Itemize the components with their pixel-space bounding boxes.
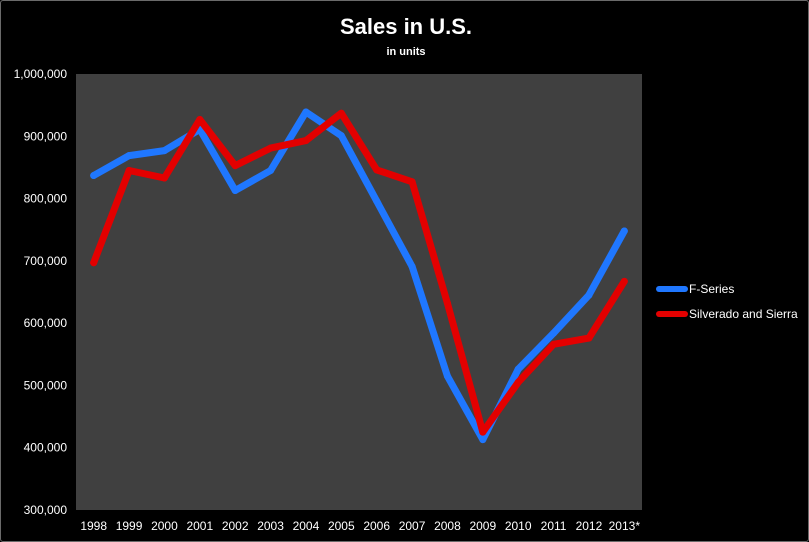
data-point-f-series <box>514 365 522 373</box>
x-tick-label: 2003 <box>257 519 284 533</box>
data-point-f-series <box>231 186 239 194</box>
data-point-silverado-and-sierra <box>514 378 522 386</box>
x-tick-label: 2011 <box>541 519 567 533</box>
data-point-f-series <box>620 227 628 235</box>
x-tick-label: 2002 <box>222 519 249 533</box>
data-point-f-series <box>125 152 133 160</box>
y-tick-label: 700,000 <box>24 254 68 268</box>
chart-subtitle: in units <box>386 46 425 58</box>
y-axis: 300,000 400,000 500,000 600,000 700,000 800,0… <box>14 67 68 517</box>
x-tick-label: 2013* <box>609 519 641 533</box>
data-point-silverado-and-sierra <box>337 109 345 117</box>
data-point-silverado-and-sierra <box>443 299 451 307</box>
x-tick-label: 2001 <box>186 519 213 533</box>
x-tick-label: 2012 <box>576 519 603 533</box>
x-tick-label: 1998 <box>80 519 107 533</box>
x-tick-label: 2006 <box>363 519 390 533</box>
y-tick-label: 800,000 <box>24 192 68 206</box>
x-tick-label: 2008 <box>434 519 461 533</box>
data-point-silverado-and-sierra <box>160 174 168 182</box>
legend-label: Silverado and Sierra <box>689 307 798 321</box>
series-layer <box>90 108 628 444</box>
legend: F-Series Silverado and Sierra <box>656 282 798 321</box>
data-point-f-series <box>479 436 487 444</box>
data-point-f-series <box>337 132 345 140</box>
data-point-f-series <box>550 329 558 337</box>
data-point-silverado-and-sierra <box>90 259 98 267</box>
data-point-silverado-and-sierra <box>373 166 381 174</box>
y-tick-label: 300,000 <box>24 503 68 517</box>
data-point-silverado-and-sierra <box>585 334 593 342</box>
data-point-f-series <box>373 197 381 205</box>
data-point-silverado-and-sierra <box>196 115 204 123</box>
x-tick-label: 2005 <box>328 519 355 533</box>
data-point-silverado-and-sierra <box>479 428 487 436</box>
x-tick-label: 2010 <box>505 519 532 533</box>
data-point-f-series <box>160 147 168 155</box>
data-point-silverado-and-sierra <box>408 178 416 186</box>
x-tick-label: 1999 <box>116 519 143 533</box>
data-point-f-series <box>408 262 416 270</box>
y-tick-label: 900,000 <box>24 129 68 143</box>
x-tick-label: 2007 <box>399 519 426 533</box>
x-tick-label: 2009 <box>469 519 496 533</box>
data-point-silverado-and-sierra <box>620 277 628 285</box>
series-line-silverado-and-sierra <box>90 109 628 436</box>
data-point-f-series <box>302 108 310 116</box>
legend-label: F-Series <box>689 282 734 296</box>
data-point-f-series <box>585 291 593 299</box>
y-tick-label: 500,000 <box>24 378 68 392</box>
x-tick-label: 2004 <box>293 519 320 533</box>
data-point-silverado-and-sierra <box>125 167 133 175</box>
x-tick-label: 2000 <box>151 519 178 533</box>
y-tick-label: 600,000 <box>24 316 68 330</box>
data-point-silverado-and-sierra <box>302 137 310 145</box>
data-point-silverado-and-sierra <box>550 340 558 348</box>
chart-title: Sales in U.S. <box>340 14 472 39</box>
x-axis: 1998 1999 2000 2001 2002 2003 2004 2005 2006 2007… <box>80 519 640 533</box>
data-point-f-series <box>267 167 275 175</box>
data-point-silverado-and-sierra <box>267 144 275 152</box>
series-line-f-series <box>90 108 628 444</box>
data-point-f-series <box>443 372 451 380</box>
y-tick-label: 1,000,000 <box>14 67 68 81</box>
y-tick-label: 400,000 <box>24 441 68 455</box>
data-point-f-series <box>90 172 98 180</box>
data-point-silverado-and-sierra <box>231 162 239 170</box>
